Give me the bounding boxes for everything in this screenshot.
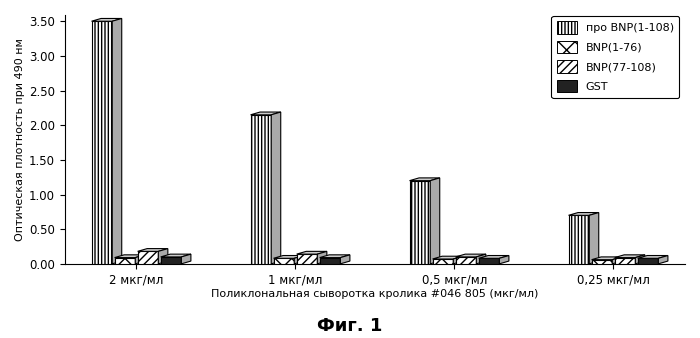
Polygon shape	[340, 255, 350, 264]
Polygon shape	[638, 258, 659, 264]
Polygon shape	[638, 256, 668, 258]
Polygon shape	[92, 21, 112, 264]
Polygon shape	[135, 255, 145, 264]
Polygon shape	[294, 256, 304, 264]
Polygon shape	[274, 256, 304, 258]
Polygon shape	[181, 254, 191, 264]
Polygon shape	[479, 258, 499, 264]
Polygon shape	[454, 256, 463, 264]
X-axis label: Поликлональная сыворотка кролика #046 805 (мкг/мл): Поликлональная сыворотка кролика #046 80…	[211, 289, 538, 299]
Polygon shape	[612, 257, 622, 264]
Polygon shape	[592, 257, 622, 260]
Polygon shape	[115, 258, 135, 264]
Polygon shape	[297, 251, 327, 254]
Y-axis label: Оптическая плотность при 490 нм: Оптическая плотность при 490 нм	[15, 38, 25, 241]
Polygon shape	[433, 256, 463, 259]
Polygon shape	[271, 112, 281, 264]
Text: Фиг. 1: Фиг. 1	[317, 317, 383, 335]
Polygon shape	[161, 254, 191, 257]
Polygon shape	[320, 258, 340, 264]
Polygon shape	[589, 213, 598, 264]
Polygon shape	[499, 256, 509, 264]
Polygon shape	[320, 255, 350, 258]
Polygon shape	[479, 256, 509, 258]
Polygon shape	[430, 178, 440, 264]
Polygon shape	[138, 248, 168, 251]
Polygon shape	[92, 19, 122, 21]
Polygon shape	[592, 260, 612, 264]
Polygon shape	[410, 178, 440, 181]
Polygon shape	[410, 181, 430, 264]
Polygon shape	[568, 213, 598, 215]
Legend: пpo BNP(1-108), BNP(1-76), BNP(77-108), GST: пpo BNP(1-108), BNP(1-76), BNP(77-108), …	[552, 16, 680, 98]
Polygon shape	[456, 257, 476, 264]
Polygon shape	[251, 115, 271, 264]
Polygon shape	[433, 259, 454, 264]
Polygon shape	[615, 258, 636, 264]
Polygon shape	[158, 248, 168, 264]
Polygon shape	[636, 255, 645, 264]
Polygon shape	[659, 256, 668, 264]
Polygon shape	[568, 215, 589, 264]
Polygon shape	[274, 258, 294, 264]
Polygon shape	[251, 112, 281, 115]
Polygon shape	[297, 254, 317, 264]
Polygon shape	[476, 254, 486, 264]
Polygon shape	[112, 19, 122, 264]
Polygon shape	[615, 255, 645, 258]
Polygon shape	[456, 254, 486, 257]
Polygon shape	[138, 251, 158, 264]
Polygon shape	[161, 257, 181, 264]
Polygon shape	[317, 251, 327, 264]
Polygon shape	[115, 255, 145, 258]
